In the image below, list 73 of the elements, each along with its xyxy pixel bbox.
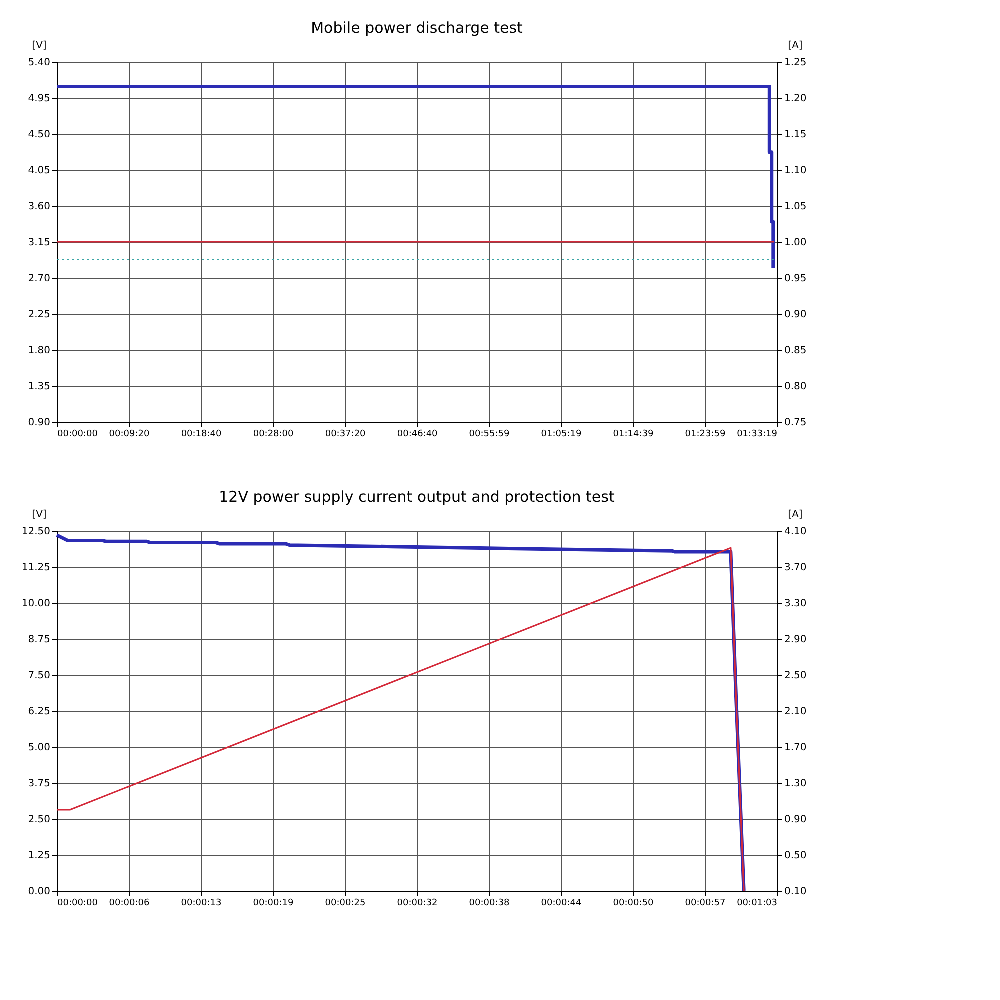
y-tick-label: 0.00: [28, 886, 50, 898]
y2-tick-label: 1.00: [784, 238, 807, 248]
x-tick-label: 00:00:32: [397, 898, 438, 908]
y-tick-label: 4.95: [28, 94, 50, 104]
y2-tick-label: 3.70: [784, 562, 807, 574]
y2-tick-label: 1.30: [784, 778, 807, 790]
y-tick-label: 4.50: [28, 130, 50, 140]
x-tick-label: 00:00:00: [58, 430, 98, 440]
chart-title: 12V power supply current output and protection test: [219, 488, 615, 506]
y-tick-label: 12.50: [22, 526, 50, 538]
y2-axis-title: [A]: [788, 510, 803, 520]
y-tick-label: 4.05: [28, 166, 50, 176]
y2-tick-label: 0.80: [784, 382, 807, 392]
y-tick-label: 1.35: [28, 382, 50, 392]
y-axis-title: [V]: [32, 510, 47, 520]
x-tick-label: 00:00:19: [253, 898, 294, 908]
y-tick-label: 3.15: [28, 238, 50, 248]
x-tick-label: 00:09:20: [109, 430, 150, 440]
y-tick-label: 6.25: [28, 706, 50, 718]
x-tick-label: 00:46:40: [397, 430, 438, 440]
x-tick-label: 00:01:03: [737, 898, 778, 908]
x-tick-label: 00:00:25: [325, 898, 366, 908]
x-tick-label: 00:00:00: [58, 898, 98, 908]
y2-tick-label: 0.90: [784, 814, 807, 826]
x-tick-label: 00:00:50: [613, 898, 654, 908]
y-tick-label: 10.00: [22, 598, 50, 610]
y2-tick-label: 1.70: [784, 742, 807, 754]
x-tick-label: 00:00:13: [181, 898, 222, 908]
x-tick-label: 00:00:06: [109, 898, 150, 908]
y2-tick-label: 1.25: [784, 58, 807, 68]
y-tick-label: 2.70: [28, 274, 50, 284]
y2-axis-title: [A]: [788, 40, 803, 52]
y-tick-label: 5.00: [28, 742, 50, 754]
y2-tick-label: 0.75: [784, 418, 807, 428]
y2-tick-label: 3.30: [784, 598, 807, 610]
x-tick-label: 00:00:44: [541, 898, 582, 908]
y-tick-label: 3.75: [28, 778, 50, 790]
y2-tick-label: 1.10: [784, 166, 807, 176]
x-tick-label: 00:37:20: [325, 430, 366, 440]
x-tick-label: 00:28:00: [253, 430, 294, 440]
y2-tick-label: 4.10: [784, 526, 807, 538]
x-tick-label: 01:33:19: [737, 430, 778, 440]
y2-tick-label: 0.95: [784, 274, 807, 284]
y2-tick-label: 2.90: [784, 634, 807, 646]
y2-tick-label: 0.50: [784, 850, 807, 862]
y2-tick-label: 1.15: [784, 130, 807, 140]
y2-tick-label: 1.05: [784, 202, 807, 212]
x-tick-label: 00:00:57: [685, 898, 726, 908]
y2-tick-label: 0.10: [784, 886, 807, 898]
y2-tick-label: 2.10: [784, 706, 807, 718]
chart-title: Mobile power discharge test: [311, 19, 524, 37]
y-tick-label: 11.25: [22, 562, 50, 574]
y-axis-title: [V]: [32, 40, 47, 52]
x-tick-label: 01:14:39: [613, 430, 654, 440]
y-tick-label: 3.60: [28, 202, 50, 212]
y-tick-label: 5.40: [28, 58, 50, 68]
x-tick-label: 00:18:40: [181, 430, 222, 440]
y-tick-label: 2.50: [28, 814, 50, 826]
x-tick-label: 00:55:59: [469, 430, 510, 440]
line-series: [55, 85, 776, 270]
y2-tick-label: 0.90: [784, 310, 807, 320]
y-tick-label: 8.75: [28, 634, 50, 646]
y2-tick-label: 2.50: [784, 670, 807, 682]
y-tick-label: 0.90: [28, 418, 50, 428]
y-tick-label: 7.50: [28, 670, 50, 682]
y-tick-label: 1.80: [28, 346, 50, 356]
y2-tick-label: 0.85: [784, 346, 807, 356]
y-tick-label: 1.25: [28, 850, 50, 862]
y2-tick-label: 1.20: [784, 94, 807, 104]
y-tick-label: 2.25: [28, 310, 50, 320]
x-tick-label: 01:23:59: [685, 430, 726, 440]
x-tick-label: 01:05:19: [541, 430, 582, 440]
x-tick-label: 00:00:38: [469, 898, 510, 908]
